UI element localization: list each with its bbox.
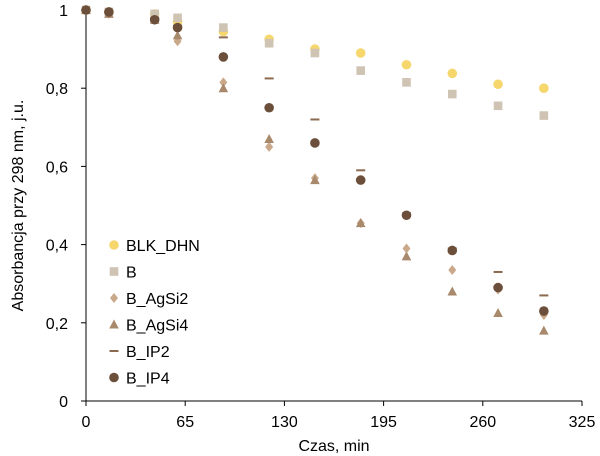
data-point (402, 78, 411, 87)
data-point (218, 83, 229, 93)
data-point (356, 66, 366, 75)
x-axis-title: Czas, min (298, 438, 369, 455)
x-tick-label: 195 (370, 414, 397, 431)
legend-marker (109, 372, 119, 383)
data-point (173, 13, 182, 23)
x-tick-label: 325 (569, 414, 596, 431)
data-point (149, 14, 160, 25)
data-point (310, 175, 320, 185)
x-tick-label: 65 (176, 414, 194, 431)
data-point (448, 265, 457, 276)
data-point (355, 175, 366, 185)
data-point (447, 286, 458, 296)
data-point (447, 68, 458, 79)
data-point (355, 218, 366, 228)
data-point (219, 77, 228, 88)
data-point (447, 245, 458, 256)
data-point (401, 210, 412, 221)
ticks: 0 0,2 0,4 0,6 0,8 1 0 65 130 195 260 325 (46, 3, 596, 431)
data-point (493, 101, 503, 111)
data-point (539, 306, 549, 316)
y-tick-label: 0,6 (46, 159, 68, 176)
data-point (81, 5, 91, 15)
data-point (218, 52, 229, 62)
x-tick-label: 260 (469, 414, 496, 431)
data-point (310, 48, 320, 58)
legend-label: B (126, 265, 137, 282)
x-tick-label: 0 (82, 414, 91, 431)
legend-marker (109, 267, 119, 276)
legend-marker (109, 240, 119, 250)
data-point (219, 23, 228, 32)
data-point (401, 251, 412, 261)
legend-label: B_AgSi4 (126, 318, 188, 335)
data-point (104, 7, 114, 17)
data-point (264, 102, 274, 113)
legend-label: B_IP4 (126, 371, 170, 388)
y-tick-label: 0,4 (46, 238, 68, 255)
y-axis-title: Absorbancja przy 298 nm, j.u. (10, 100, 27, 312)
series-b-ip4 (81, 5, 549, 316)
legend-marker (110, 293, 118, 303)
y-tick-label: 0,8 (46, 81, 68, 98)
data-point (539, 83, 549, 93)
data-point (402, 243, 411, 254)
data-point (539, 111, 549, 120)
legend-label: B_AgSi2 (126, 291, 188, 308)
data-point (172, 22, 183, 33)
axes (85, 10, 582, 402)
data-point (401, 59, 412, 70)
legend-label: B_IP2 (126, 344, 170, 361)
data-point (493, 79, 503, 90)
data-point (264, 134, 274, 144)
legend-label: BLK_DHN (126, 238, 200, 255)
y-tick-label: 0 (59, 394, 68, 411)
data-point (493, 282, 503, 293)
data-point (264, 38, 274, 48)
x-tick-label: 130 (271, 414, 298, 431)
y-tick-label: 0,2 (46, 316, 68, 333)
data-point (265, 141, 274, 152)
data-point (172, 30, 183, 40)
data-point (447, 89, 457, 99)
y-tick-label: 1 (59, 3, 68, 20)
data-point (355, 48, 366, 58)
data-markers (81, 5, 549, 335)
data-point (539, 325, 549, 335)
data-point (493, 308, 503, 318)
legend: BLK_DHN B B_AgSi2 B_AgSi4 B_IP2 B_IP4 (109, 238, 200, 388)
data-point (150, 9, 159, 19)
legend-marker (109, 319, 119, 329)
data-point (310, 138, 320, 148)
